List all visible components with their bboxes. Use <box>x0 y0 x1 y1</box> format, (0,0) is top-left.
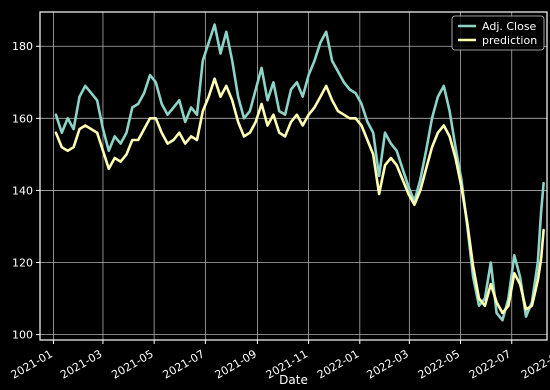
legend-label: Adj. Close <box>482 20 537 33</box>
legend-label: prediction <box>482 34 537 47</box>
y-tick-label: 140 <box>12 184 33 197</box>
y-tick-label: 180 <box>12 40 33 53</box>
y-tick-label: 100 <box>12 329 33 342</box>
series-lines <box>54 23 545 322</box>
series-line-prediction <box>54 77 545 315</box>
y-tick-label: 160 <box>12 112 33 125</box>
plot-frame <box>39 11 548 341</box>
y-axis-ticks: 100 120 140 160 180 <box>12 40 40 342</box>
legend-box <box>451 15 545 51</box>
x-axis-title: Date <box>279 373 308 387</box>
y-tick-label: 120 <box>12 257 33 270</box>
